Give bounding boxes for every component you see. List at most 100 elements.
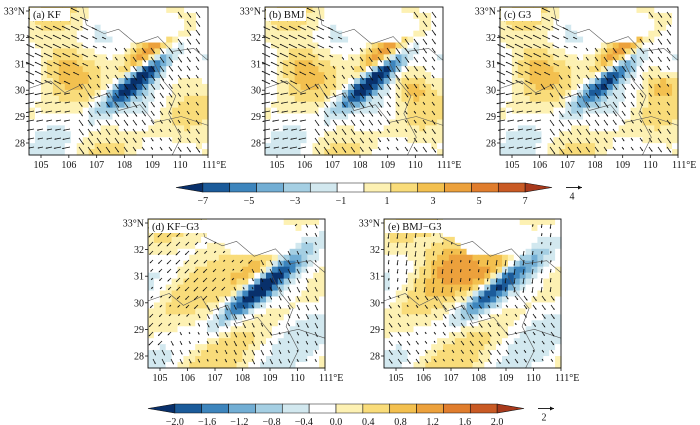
lon-tick-label: 107 — [89, 160, 104, 171]
panel-frame — [499, 6, 679, 156]
wind-vectors — [261, 7, 437, 155]
panel-c: (c) G3 28 29 30 31 32 33°N 105 106 107 108 109 110 11… — [475, 7, 697, 172]
colorbar-label: 1.2 — [426, 417, 439, 425]
lon-tick-label: 106 — [180, 373, 195, 384]
panel-title: (e) BMJ−G3 — [388, 222, 441, 233]
lon-tick-label: 105 — [34, 160, 49, 171]
lat-tick-label: 28 — [251, 139, 261, 150]
lat-tick-label: 30 — [251, 86, 261, 97]
lat-tick-label: 29 — [134, 325, 144, 336]
lon-tick-label: 111°E — [319, 373, 343, 384]
lon-tick-label: 106 — [416, 373, 431, 384]
colorbar-swatch — [309, 182, 338, 193]
panel-title: (d) KF−G3 — [152, 222, 199, 233]
lat-tick-label: 31 — [134, 272, 144, 283]
colorbar-label: −7 — [198, 196, 209, 207]
lon-tick-label: 105 — [270, 160, 285, 171]
colorbar-label: 7 — [523, 196, 528, 207]
reference-vector-label: 2 — [542, 413, 547, 424]
lon-tick-label: 105 — [505, 160, 520, 171]
panel-title-box — [30, 8, 70, 21]
lat-tick-label: 28 — [134, 352, 144, 363]
province-borders — [383, 218, 562, 369]
colorbar-label: 1.6 — [459, 417, 472, 425]
lat-tick-label: 31 — [486, 59, 496, 70]
colorbar-swatch — [416, 403, 444, 414]
lat-tick-label: 32 — [251, 33, 261, 44]
colorbar-label: −0.8 — [262, 417, 280, 425]
lon-axis: 105 106 107 108 109 110 111°E — [270, 155, 461, 171]
lon-tick-label: 109 — [145, 160, 160, 171]
lat-tick-label: 33°N — [123, 219, 144, 230]
colorbar-swatch — [308, 403, 337, 414]
lon-tick-label: 108 — [471, 373, 486, 384]
lon-axis: 105 106 107 108 109 110 111°E — [153, 368, 343, 384]
wind-vectors — [387, 223, 555, 365]
colorbar-swatch — [471, 182, 499, 193]
lat-tick-label: 28 — [370, 352, 380, 363]
colorbar-swatch — [363, 182, 392, 193]
lon-tick-label: 108 — [117, 160, 132, 171]
colorbar-swatch — [335, 403, 364, 414]
colorbar-label: 5 — [477, 196, 482, 207]
colorbar-label: 0.4 — [362, 417, 375, 425]
panel-frame — [383, 218, 562, 369]
colorbar-swatch — [336, 182, 365, 193]
lat-tick-label: 33°N — [4, 7, 25, 18]
colorbar-label: 3 — [431, 196, 436, 207]
reference-vector-label: 4 — [570, 192, 575, 203]
lon-tick-label: 108 — [353, 160, 368, 171]
lat-tick-label: 33°N — [359, 219, 380, 230]
colorbar-swatch — [175, 182, 204, 193]
lon-tick-label: 110 — [173, 160, 188, 171]
panel-title: (a) KF — [33, 10, 61, 21]
lon-tick-label: 111°E — [555, 373, 579, 384]
lon-axis: 105 106 107 108 109 110 111°E — [505, 155, 696, 171]
lon-tick-label: 108 — [235, 373, 250, 384]
panel-title-box — [501, 8, 541, 21]
colorbar-swatch — [174, 403, 203, 414]
lat-tick-label: 28 — [486, 139, 496, 150]
colorbar-swatch — [256, 182, 284, 193]
colorbar-swatch — [283, 182, 311, 193]
lat-tick-label: 29 — [486, 112, 496, 123]
colorbar-swatch — [444, 182, 472, 193]
colorbar-label: −1.6 — [198, 417, 216, 425]
lon-tick-label: 111°E — [437, 160, 461, 171]
colorbar-swatch — [496, 403, 525, 414]
colorbar-label: −0.4 — [295, 417, 313, 425]
lat-axis: 28 29 30 31 32 33°N — [123, 219, 148, 363]
panel-a: (a) KF 28 29 30 31 32 33°N 105 106 107 108 109 110 11… — [4, 7, 227, 172]
colorbar-swatch — [524, 182, 553, 193]
panel-frame — [28, 6, 209, 156]
colorbar-swatch — [255, 403, 283, 414]
colorbar-swatch — [390, 182, 419, 193]
colorbar-swatch — [417, 182, 445, 193]
lon-tick-label: 110 — [290, 373, 305, 384]
lat-tick-label: 33°N — [475, 7, 496, 18]
lat-tick-label: 30 — [370, 298, 380, 309]
colorbar-swatch — [229, 182, 257, 193]
lat-tick-label: 29 — [15, 112, 25, 123]
lat-tick-label: 29 — [251, 112, 261, 123]
lon-tick-label: 107 — [444, 373, 459, 384]
lon-tick-label: 106 — [61, 160, 76, 171]
lat-tick-label: 32 — [15, 33, 25, 44]
lat-axis: 28 29 30 31 32 33°N — [4, 7, 29, 150]
lon-tick-label: 107 — [208, 373, 223, 384]
panel-title-box — [149, 220, 207, 233]
colorbar-swatch — [201, 403, 229, 414]
colorbar-swatch — [147, 403, 176, 414]
colorbar-label: 0.8 — [394, 417, 407, 425]
colorbar-top: −7 −5 −3 −1 1 3 5 7 4 — [175, 182, 582, 207]
lat-axis: 28 29 30 31 32 33°N — [240, 7, 265, 150]
colorbar-label: 2.0 — [491, 417, 504, 425]
lat-axis: 28 29 30 31 32 33°N — [475, 7, 500, 150]
panel-title-box — [385, 220, 443, 233]
panel-d: (d) KF−G3 28 29 30 31 32 33°N 105 106 107 108 109 11… — [123, 219, 344, 385]
colorbar-label: −5 — [244, 196, 255, 207]
lat-tick-label: 32 — [370, 245, 380, 256]
panel-frame — [264, 6, 444, 156]
lat-tick-label: 30 — [486, 86, 496, 97]
